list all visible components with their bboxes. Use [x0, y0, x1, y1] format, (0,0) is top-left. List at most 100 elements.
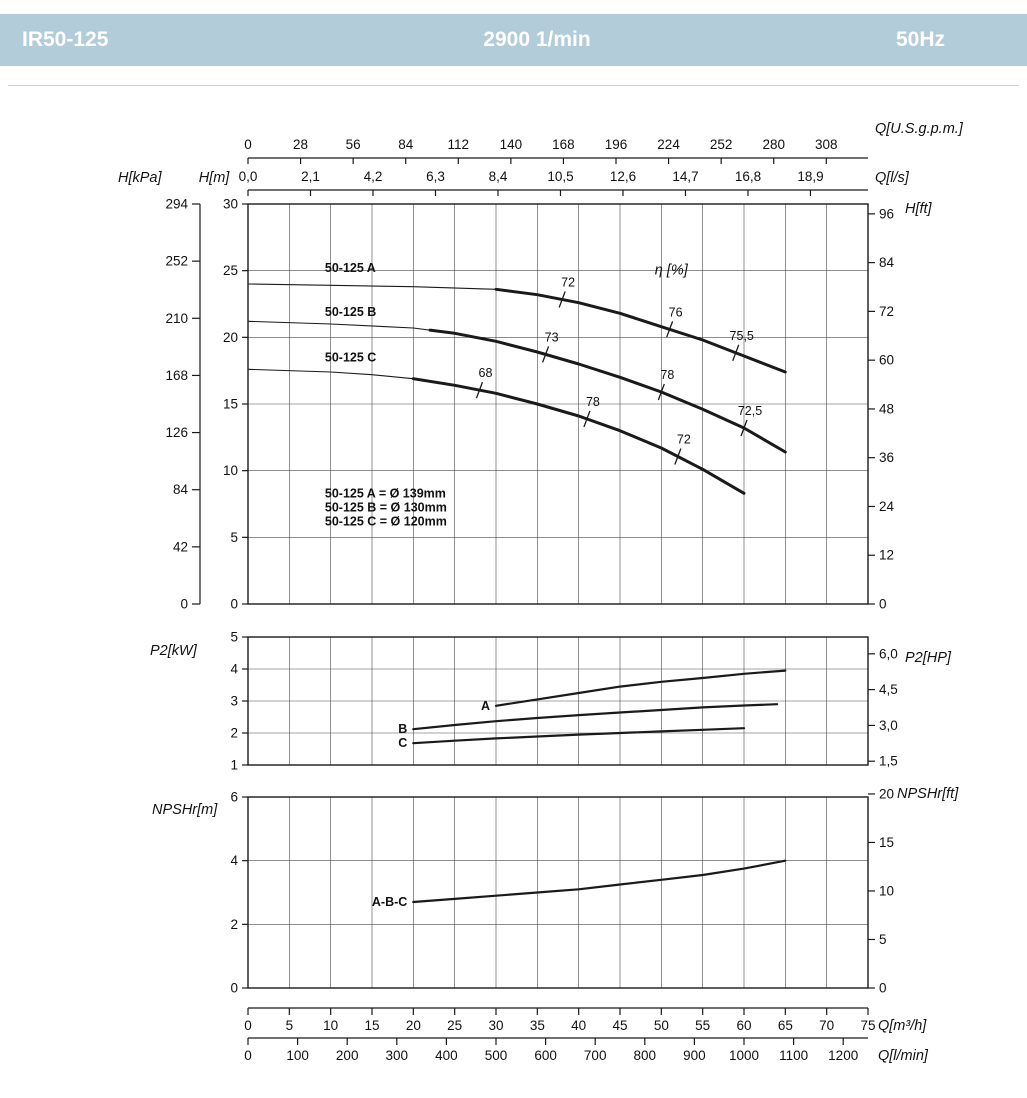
eta-value: 75,5	[730, 329, 754, 343]
tick-label: 500	[485, 1048, 508, 1063]
tick-label: 0	[244, 1048, 252, 1063]
tick-label: 10	[879, 883, 894, 898]
tick-label: 4	[230, 662, 238, 677]
power-curve-B	[412, 703, 779, 731]
diameter-note: 50-125 C = Ø 120mm	[325, 514, 447, 528]
tick-label: 10,5	[547, 169, 573, 184]
pump-speed-label: 2900 1/min	[483, 28, 591, 51]
tick-label: 70	[819, 1018, 834, 1033]
tick-label: 4,5	[879, 682, 898, 697]
header-bar: IR50-125 2900 1/min 50Hz	[0, 14, 1027, 66]
tick-label: 5	[230, 530, 238, 545]
eta-tick	[541, 346, 550, 363]
tick-label: 28	[293, 137, 308, 152]
tick-label: 3,0	[879, 718, 898, 733]
pump-frequency-label: 50Hz	[896, 28, 946, 51]
curve-label: A	[481, 699, 490, 713]
tick-label: 56	[346, 137, 361, 152]
tick-label: 210	[165, 311, 188, 326]
tick-label: 0	[879, 597, 887, 612]
top-axes: 0 28 56 84 112 140 168 196 224 252 280 308 Q[U.S.g.p…	[239, 121, 964, 196]
eta-value: 72,5	[738, 404, 762, 418]
tick-label: 48	[879, 401, 894, 416]
power-chart: 1 2 3 4 5 1,5 3,0 4,5 6,0 A BC	[230, 630, 897, 773]
tick-label: 6,0	[879, 646, 898, 661]
tick-label: 60	[736, 1018, 751, 1033]
tick-label: 2	[230, 917, 238, 932]
tick-label: 12,6	[610, 169, 636, 184]
tick-label: 20	[223, 330, 238, 345]
pump-model-title: IR50-125	[22, 28, 109, 51]
tick-label: 4,2	[364, 169, 383, 184]
axis-label-qm3h: Q[m³/h]	[878, 1018, 927, 1034]
tick-label: 2	[230, 726, 238, 741]
tick-label: 40	[571, 1018, 586, 1033]
tick-label: 84	[398, 137, 414, 152]
header-separator	[8, 85, 1019, 86]
tick-label: 0	[230, 981, 238, 996]
eta-tick	[583, 410, 591, 428]
tick-label: 15	[223, 397, 238, 412]
axis-label-npshr-ft: NPSHr[ft]	[897, 786, 959, 802]
curve-label: 50-125 C	[325, 350, 376, 364]
tick-label: 25	[223, 263, 238, 278]
eta-label: η [%]	[655, 263, 689, 279]
tick-label: 308	[815, 137, 838, 152]
tick-label: 18,9	[797, 169, 823, 184]
tick-label: 30	[488, 1018, 503, 1033]
tick-label: 65	[778, 1018, 793, 1033]
tick-label: 25	[447, 1018, 462, 1033]
curve-label: 50-125 A	[325, 261, 376, 275]
tick-label: 1,5	[879, 754, 898, 769]
tick-label: 280	[762, 137, 785, 152]
eta-tick	[558, 291, 566, 308]
tick-label: 30	[223, 197, 238, 212]
tick-label: 600	[534, 1048, 557, 1063]
eta-tick	[732, 344, 740, 362]
tick-label: 0	[879, 981, 887, 996]
eta-value: 72	[677, 433, 691, 447]
tick-label: 700	[584, 1048, 607, 1063]
tick-label: 12	[879, 548, 894, 563]
tick-label: 36	[879, 450, 894, 465]
axis-label-h-ft: H[ft]	[905, 201, 933, 217]
head-curve-50-125 A	[494, 287, 787, 374]
tick-label: 75	[860, 1018, 875, 1033]
diameter-note: 50-125 A = Ø 139mm	[325, 486, 446, 500]
tick-label: 4	[230, 853, 238, 868]
curve-label: B	[398, 722, 407, 736]
npsh-chart-frame	[247, 796, 869, 989]
tick-label: 16,8	[735, 169, 761, 184]
tick-label: 72	[879, 304, 894, 319]
axis-label-p2kw: P2[kW]	[150, 643, 198, 659]
tick-label: 10	[323, 1018, 338, 1033]
axis-label-p2hp: P2[HP]	[905, 650, 952, 666]
tick-label: 168	[165, 368, 188, 383]
tick-label: 96	[879, 206, 894, 221]
tick-label: 900	[683, 1048, 706, 1063]
tick-label: 0,0	[239, 169, 258, 184]
bottom-axes: 0 5 10 15 20 25 30 35 40 45 50 55 60 65 70 75 Q[m³/h] 0 10…	[244, 1007, 929, 1064]
tick-label: 5	[286, 1018, 294, 1033]
tick-label: 0	[180, 597, 188, 612]
tick-label: 14,7	[672, 169, 698, 184]
tick-label: 0	[244, 1018, 252, 1033]
tick-label: 15	[364, 1018, 379, 1033]
tick-label: 126	[165, 425, 188, 440]
tick-label: 50	[654, 1018, 669, 1033]
tick-label: 6,3	[426, 169, 445, 184]
axis-label-npshr-m: NPSHr[m]	[152, 802, 218, 818]
tick-label: 200	[336, 1048, 359, 1063]
curve-label: 50-125 B	[325, 305, 376, 319]
head-curve-50-125 B	[428, 328, 787, 454]
eta-value: 78	[660, 368, 674, 382]
npsh-curve-A-B-C	[412, 859, 787, 904]
tick-label: 60	[879, 353, 894, 368]
tick-label: 1100	[779, 1048, 808, 1063]
tick-label: 168	[552, 137, 575, 152]
tick-label: 100	[286, 1048, 309, 1063]
tick-label: 10	[223, 463, 238, 478]
tick-label: 20	[406, 1018, 421, 1033]
tick-label: 800	[634, 1048, 657, 1063]
tick-label: 2,1	[301, 169, 320, 184]
